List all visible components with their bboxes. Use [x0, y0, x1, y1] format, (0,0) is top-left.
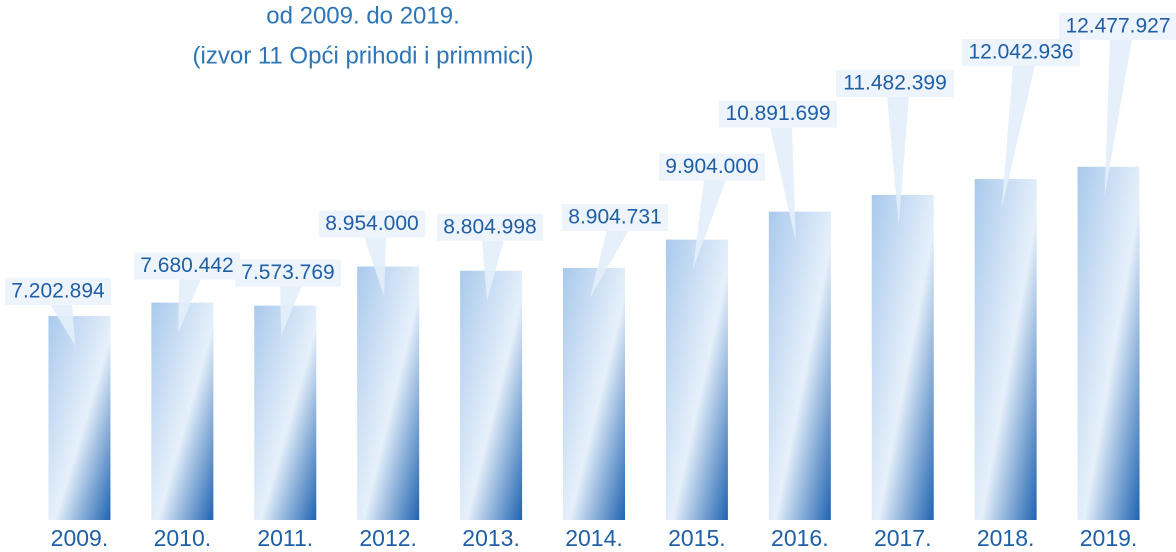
- value-label: 7.680.442: [140, 254, 233, 277]
- bar: [151, 302, 214, 520]
- callout-pointer: [1104, 38, 1132, 197]
- chart-subtitle: (izvor 11 Opći prihodi i primmici): [193, 42, 534, 69]
- callout-pointer: [50, 304, 76, 347]
- x-tick-label: 2014.: [565, 525, 623, 551]
- callout-box: [562, 203, 668, 231]
- value-label: 12.477.927: [1065, 14, 1170, 37]
- callout-pointer: [364, 236, 386, 297]
- callout-box: [719, 100, 837, 128]
- value-label: 9.904.000: [665, 155, 758, 178]
- bar: [563, 267, 625, 520]
- bar: [357, 266, 420, 520]
- x-tick-label: 2012.: [359, 525, 417, 551]
- bar: [871, 194, 934, 520]
- bar: [665, 239, 728, 520]
- callout-box: [836, 69, 954, 97]
- value-label: 12.042.936: [968, 41, 1073, 64]
- callout-pointer: [178, 278, 201, 333]
- callout-box: [659, 153, 765, 181]
- bar: [768, 211, 831, 520]
- x-tick-label: 2011.: [257, 525, 313, 551]
- callout-pointer: [887, 95, 909, 225]
- callout-pointer: [482, 239, 504, 301]
- value-label: 11.482.399: [843, 72, 947, 95]
- x-tick-label: 2016.: [771, 525, 829, 551]
- value-label: 8.954.000: [325, 212, 418, 235]
- bar: [1077, 166, 1140, 520]
- x-tick-label: 2009.: [51, 525, 109, 551]
- callout-box: [962, 39, 1080, 67]
- value-label: 7.202.894: [11, 280, 105, 303]
- callout-pointer: [280, 285, 302, 336]
- value-label: 8.904.731: [568, 205, 661, 228]
- x-tick-label: 2018.: [977, 525, 1035, 551]
- callout-pointer: [1001, 65, 1035, 210]
- bar: [48, 316, 111, 520]
- callout-box: [437, 213, 543, 241]
- bar: [254, 305, 317, 520]
- value-label: 7.573.769: [241, 261, 334, 284]
- bar: [974, 179, 1037, 520]
- x-tick-label: 2013.: [462, 525, 520, 551]
- callout-box: [319, 210, 425, 238]
- chart-title: od 2009. do 2019.: [266, 2, 460, 29]
- callout-box: [134, 252, 240, 280]
- bar: [460, 270, 523, 520]
- x-tick-label: 2017.: [874, 525, 932, 551]
- value-label: 8.804.998: [443, 215, 536, 238]
- callout-box: [235, 259, 341, 287]
- callout-pointer: [770, 126, 796, 242]
- callout-pointer: [590, 229, 629, 298]
- callout-pointer: [692, 179, 726, 270]
- x-tick-label: 2015.: [668, 525, 726, 551]
- value-label: 10.891.699: [725, 102, 830, 125]
- callout-box: [1059, 12, 1176, 40]
- callout-box: [5, 278, 111, 306]
- x-tick-label: 2019.: [1080, 525, 1138, 551]
- x-tick-label: 2010.: [154, 525, 212, 551]
